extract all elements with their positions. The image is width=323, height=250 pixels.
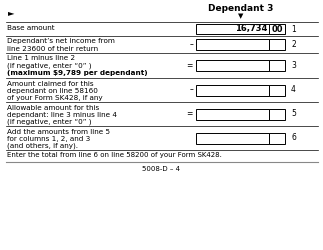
Text: –: –	[189, 86, 193, 94]
Text: Dependant’s net income from: Dependant’s net income from	[7, 38, 115, 44]
Text: dependant on line 58160: dependant on line 58160	[7, 88, 98, 94]
Text: 16,734: 16,734	[234, 24, 267, 34]
Bar	[269, 132, 285, 143]
Text: Add the amounts from line 5: Add the amounts from line 5	[7, 128, 110, 134]
Text: –: –	[189, 40, 193, 49]
Text: 5008-D – 4: 5008-D – 4	[142, 166, 180, 172]
Bar	[269, 60, 285, 71]
Text: (and others, if any).: (and others, if any).	[7, 143, 78, 150]
Text: 3: 3	[291, 61, 296, 70]
Text: 6: 6	[291, 134, 296, 142]
Bar	[196, 108, 269, 120]
Text: Base amount: Base amount	[7, 24, 55, 30]
Bar	[196, 24, 269, 34]
Text: (maximum $9,789 per dependant): (maximum $9,789 per dependant)	[7, 70, 148, 76]
Text: Allowable amount for this: Allowable amount for this	[7, 104, 99, 110]
Text: 2: 2	[291, 40, 296, 49]
Text: dependant: line 3 minus line 4: dependant: line 3 minus line 4	[7, 112, 117, 118]
Bar	[269, 108, 285, 120]
Text: =: =	[187, 110, 193, 118]
Bar	[269, 39, 285, 50]
Bar	[196, 84, 269, 96]
Text: line 23600 of their return: line 23600 of their return	[7, 46, 98, 52]
Bar	[196, 39, 269, 50]
Text: for columns 1, 2, and 3: for columns 1, 2, and 3	[7, 136, 90, 142]
Text: =: =	[187, 61, 193, 70]
Bar	[196, 132, 269, 143]
Text: of your Form SK428, if any: of your Form SK428, if any	[7, 95, 103, 101]
Text: Amount claimed for this: Amount claimed for this	[7, 80, 94, 86]
Text: ►: ►	[8, 8, 15, 17]
Text: Dependant 3: Dependant 3	[208, 4, 273, 13]
Text: (if negative, enter “0” ): (if negative, enter “0” )	[7, 119, 91, 126]
Text: Enter the total from line 6 on line 58200 of your Form SK428.: Enter the total from line 6 on line 5820…	[7, 152, 222, 158]
Text: 00: 00	[271, 24, 283, 34]
Text: Line 1 minus line 2: Line 1 minus line 2	[7, 56, 75, 62]
Text: ▼: ▼	[238, 13, 243, 19]
Text: 5: 5	[291, 110, 296, 118]
Text: 1: 1	[291, 24, 296, 34]
Text: (if negative, enter “0” ): (if negative, enter “0” )	[7, 63, 91, 69]
Bar	[196, 60, 269, 71]
Text: 4: 4	[291, 86, 296, 94]
Bar	[269, 84, 285, 96]
Bar	[269, 24, 285, 34]
